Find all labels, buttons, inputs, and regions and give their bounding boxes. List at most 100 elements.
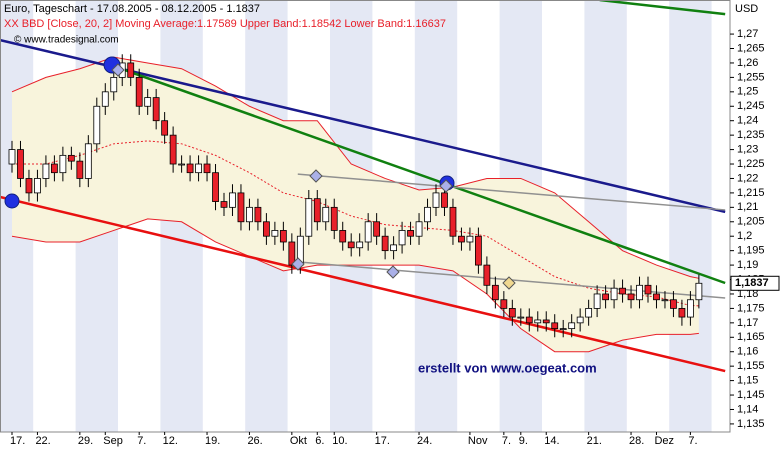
x-tick-label: 29.	[78, 435, 93, 447]
candle-body	[347, 241, 355, 249]
week-stripe	[584, 0, 627, 432]
y-tick-label: 1,205	[737, 216, 765, 228]
source-watermark: © www.tradesignal.com	[14, 35, 119, 46]
y-tick-label: 1,15	[737, 375, 758, 387]
candle-body	[34, 178, 41, 194]
axes: 1,27 1,265 1,26 1,255 1,25 1,245 1,24 1,235 1,23…	[10, 28, 780, 447]
candle-body	[619, 287, 626, 295]
anchor-diamond	[291, 257, 305, 271]
candle-body	[466, 235, 474, 243]
candle-body	[262, 221, 270, 237]
candle-body	[101, 91, 109, 107]
candle-body	[432, 192, 440, 208]
annotation: erstellt von www.oegeat.com	[418, 360, 597, 375]
candle-body	[203, 163, 211, 174]
chart-title: Euro, Tageschart - 17.08.2005 - 08.12.20…	[4, 3, 260, 15]
candle-body	[237, 192, 245, 223]
candle-body	[661, 299, 669, 302]
candle-body	[110, 76, 118, 93]
candle-body	[542, 319, 550, 324]
y-tick-label: 1,265	[737, 42, 765, 54]
y-tick-label: 1,19	[737, 259, 758, 271]
anchor-diamond	[439, 179, 453, 193]
candle-body	[305, 198, 313, 237]
candle-body	[356, 241, 364, 249]
candle-body	[424, 206, 431, 223]
x-tick-label: 9.	[519, 435, 528, 447]
y-tick-label: 1,255	[737, 71, 765, 83]
y-tick-label: 1,165	[737, 331, 765, 343]
candle-body	[288, 241, 296, 266]
y-axis-label: USD	[735, 3, 758, 15]
y-tick-label: 1,24	[737, 115, 758, 127]
candle-body	[59, 154, 67, 174]
anchor-point	[4, 193, 20, 209]
candle-body	[636, 284, 643, 301]
candle-body	[220, 201, 228, 208]
candle-body	[313, 198, 321, 223]
x-tick-label: 26.	[247, 435, 262, 447]
candle-body	[585, 308, 593, 318]
y-tick-label: 1,17	[737, 317, 758, 329]
candle-body	[678, 308, 686, 318]
candle-body	[322, 206, 330, 223]
candle-body	[279, 230, 287, 243]
y-tick-label: 1,16	[737, 346, 758, 358]
y-tick-label: 1,195	[737, 245, 765, 257]
x-tick-label: 17.	[10, 435, 25, 447]
x-tick-label: Okt	[290, 435, 307, 447]
y-tick-label: 1,25	[737, 86, 758, 98]
band-fill	[12, 57, 699, 352]
y-tick-label: 1,2	[737, 230, 752, 242]
candle-body	[525, 316, 533, 324]
y-tick-label: 1,22	[737, 172, 758, 184]
x-tick-label: 7.	[137, 435, 146, 447]
y-tick-label: 1,14	[737, 403, 758, 415]
y-tick-label: 1,155	[737, 360, 765, 372]
x-tick-label: 7.	[688, 435, 697, 447]
candle-body	[398, 230, 406, 246]
candle-body	[84, 143, 92, 179]
candle-body	[195, 163, 202, 174]
x-tick-label: 14.	[544, 435, 559, 447]
candle-body	[653, 293, 660, 301]
candle-body	[695, 282, 703, 301]
x-tick-label: 12.	[163, 435, 178, 447]
y-tick-label: 1,18	[737, 288, 758, 300]
candle-body	[17, 149, 24, 179]
x-tick-label: 7.	[502, 435, 511, 447]
candle-body	[364, 221, 372, 243]
y-tick-label: 1,215	[737, 187, 765, 199]
x-tick-label: 24.	[417, 435, 432, 447]
candle-body	[76, 160, 84, 179]
candle-body	[627, 293, 635, 301]
candle-body	[576, 316, 584, 324]
trend-line	[297, 173, 726, 211]
candle-body	[602, 293, 609, 301]
candle-body	[178, 163, 186, 166]
candle-body	[390, 244, 398, 252]
y-tick-label: 1,245	[737, 100, 765, 112]
candle-body	[534, 319, 542, 324]
y-tick-label: 1,135	[737, 418, 765, 430]
x-tick-label: 17.	[375, 435, 390, 447]
x-tick-label: Nov	[468, 435, 488, 447]
x-tick-label: Dez	[654, 435, 674, 447]
candle-body	[246, 206, 253, 223]
candle-body	[212, 172, 219, 202]
x-tick-label: Sep	[103, 435, 123, 447]
candle-body	[51, 163, 58, 174]
anchor-markers	[4, 56, 516, 290]
candle-body	[127, 62, 135, 78]
last-price-label: 1,1837	[735, 277, 769, 289]
candle-body	[491, 284, 499, 301]
candle-body	[687, 299, 694, 318]
candle-body	[8, 149, 16, 165]
y-tick-label: 1,145	[737, 389, 765, 401]
y-tick-label: 1,21	[737, 201, 758, 213]
moving-average	[12, 140, 699, 307]
candle-body	[330, 206, 338, 231]
candle-body	[339, 230, 347, 243]
y-tick-label: 1,27	[737, 28, 758, 40]
candle-body	[508, 308, 516, 318]
